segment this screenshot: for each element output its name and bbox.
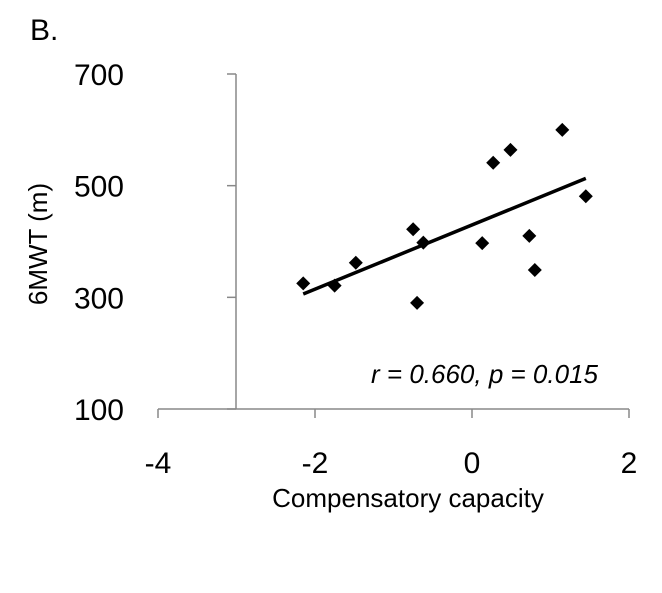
data-point: [416, 235, 431, 250]
data-point: [475, 236, 490, 251]
x-axis-title: Compensatory capacity: [272, 483, 544, 513]
data-point: [522, 228, 537, 243]
x-tick-label: 0: [464, 447, 481, 480]
data-point: [486, 155, 501, 170]
data-point: [296, 276, 311, 291]
panel-label: B.: [30, 14, 59, 47]
data-point: [348, 255, 363, 270]
y-tick-label: 300: [74, 282, 124, 315]
x-tick-label: 2: [621, 447, 638, 480]
data-point: [410, 295, 425, 310]
data-point: [406, 222, 421, 237]
y-tick-label: 500: [74, 171, 124, 204]
data-point: [578, 189, 593, 204]
data-points: [296, 122, 593, 310]
y-axis-title: 6MWT (m): [23, 183, 53, 305]
data-point: [503, 142, 518, 157]
correlation-annotation: r = 0.660, p = 0.015: [371, 359, 598, 389]
y-tick-label: 100: [74, 394, 124, 427]
data-point: [327, 278, 342, 293]
data-point: [555, 122, 570, 137]
x-tick-label: -2: [302, 447, 329, 480]
tick-labels: -4 -2 0 2 100 300 500 700: [74, 59, 637, 480]
y-tick-label: 700: [74, 59, 124, 92]
x-tick-label: -4: [145, 447, 172, 480]
axes: [157, 73, 630, 418]
data-point: [527, 262, 542, 277]
trend-line: [302, 176, 587, 296]
